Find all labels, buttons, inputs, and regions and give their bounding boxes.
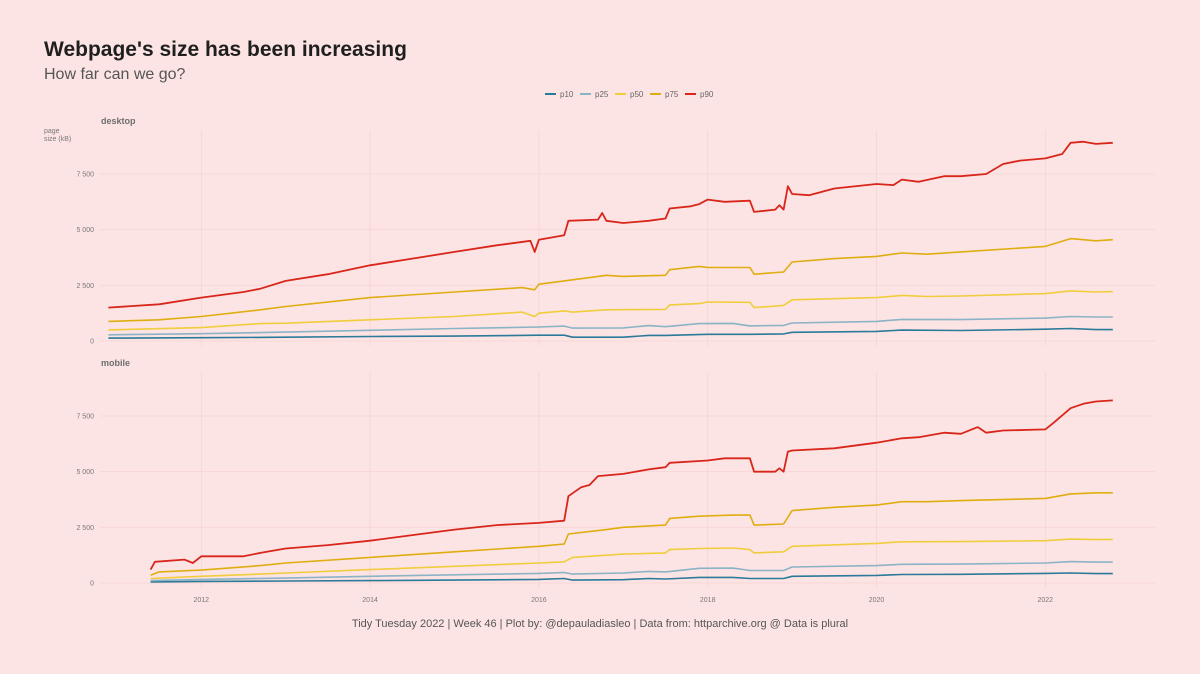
- chart-title: Webpage's size has been increasing: [44, 38, 407, 61]
- chart-subtitle: How far can we go?: [44, 66, 186, 83]
- x-tick-label-2016: 2016: [531, 597, 547, 604]
- y-tick-label-mobile-5000: 5 000: [76, 469, 94, 476]
- panel-title-desktop: desktop: [101, 116, 136, 126]
- series-line-mobile-p10: [150, 572, 1113, 583]
- series-line-desktop-p10: [108, 327, 1113, 339]
- series-line-mobile-p25: [150, 560, 1113, 582]
- series-line-desktop-p90: [108, 140, 1113, 309]
- x-tick-label-2014: 2014: [362, 597, 378, 604]
- series-line-desktop-p50: [108, 290, 1113, 331]
- y-tick-label-desktop-7500: 7 500: [76, 172, 94, 179]
- y-tick-label-mobile-0: 0: [90, 581, 94, 588]
- y-axis-title-line-1: page: [44, 128, 60, 135]
- y-tick-label-mobile-7500: 7 500: [76, 414, 94, 421]
- legend-label-p50: p50: [630, 90, 644, 99]
- legend-label-p10: p10: [560, 90, 574, 99]
- y-tick-label-desktop-2500: 2 500: [76, 283, 94, 290]
- legend-label-p90: p90: [700, 90, 714, 99]
- chart-caption: Tidy Tuesday 2022 | Week 46 | Plot by: @…: [351, 618, 849, 630]
- series-line-mobile-p75: [150, 492, 1113, 576]
- y-tick-label-desktop-5000: 5 000: [76, 227, 94, 234]
- x-tick-label-2012: 2012: [193, 597, 209, 604]
- x-tick-label-2022: 2022: [1037, 597, 1053, 604]
- series-line-desktop-p75: [108, 237, 1113, 323]
- y-tick-label-mobile-2500: 2 500: [76, 525, 94, 532]
- x-tick-label-2020: 2020: [869, 597, 885, 604]
- y-axis-title-line-2: size (kB): [44, 136, 71, 143]
- series-line-desktop-p25: [108, 315, 1113, 336]
- y-tick-label-desktop-0: 0: [90, 339, 94, 346]
- legend-label-p25: p25: [595, 90, 609, 99]
- panel-title-mobile: mobile: [101, 358, 130, 368]
- series-line-mobile-p50: [150, 538, 1113, 580]
- legend-label-p75: p75: [665, 90, 679, 99]
- x-tick-label-2018: 2018: [700, 597, 716, 604]
- series-line-mobile-p90: [149, 399, 1113, 571]
